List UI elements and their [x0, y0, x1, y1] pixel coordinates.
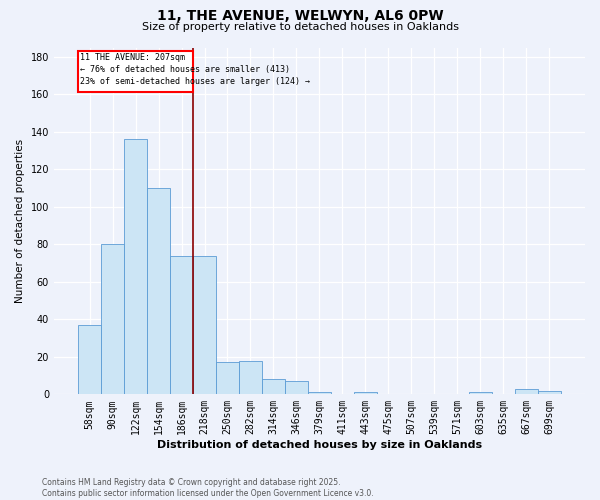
Bar [78, 325, 101, 394]
Bar [354, 392, 377, 394]
Bar [101, 244, 124, 394]
Text: 11, THE AVENUE, WELWYN, AL6 0PW: 11, THE AVENUE, WELWYN, AL6 0PW [157, 9, 443, 23]
Bar [308, 392, 331, 394]
Bar [124, 140, 147, 394]
Bar [285, 381, 308, 394]
Bar [170, 256, 193, 394]
X-axis label: Distribution of detached houses by size in Oaklands: Distribution of detached houses by size … [157, 440, 482, 450]
Text: Size of property relative to detached houses in Oaklands: Size of property relative to detached ho… [142, 22, 458, 32]
Bar [262, 380, 285, 394]
Text: Contains HM Land Registry data © Crown copyright and database right 2025.
Contai: Contains HM Land Registry data © Crown c… [42, 478, 374, 498]
Bar [515, 388, 538, 394]
Bar [216, 362, 239, 394]
FancyBboxPatch shape [78, 51, 193, 92]
Bar [538, 390, 561, 394]
Bar [469, 392, 492, 394]
Bar [193, 256, 216, 394]
Bar [147, 188, 170, 394]
Bar [239, 360, 262, 394]
Text: 11 THE AVENUE: 207sqm
← 76% of detached houses are smaller (413)
23% of semi-det: 11 THE AVENUE: 207sqm ← 76% of detached … [80, 53, 310, 86]
Y-axis label: Number of detached properties: Number of detached properties [15, 139, 25, 303]
